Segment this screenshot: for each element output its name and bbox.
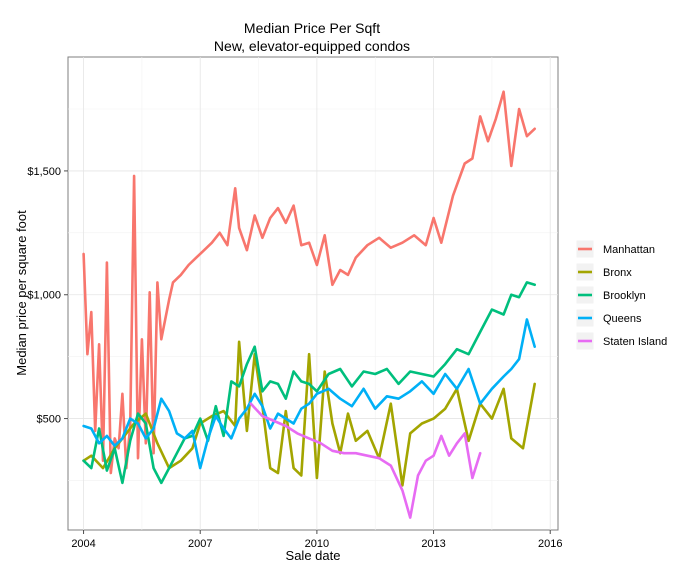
chart-subtitle: New, elevator-equipped condos xyxy=(214,38,410,54)
series-line-brooklyn xyxy=(82,281,537,485)
series-layer xyxy=(82,90,537,519)
legend-label-bronx: Bronx xyxy=(603,267,632,279)
series-line-queens xyxy=(82,318,537,470)
y-axis: $500 $1,000 $1,500 xyxy=(27,166,68,426)
y-tick-label: $500 xyxy=(37,414,61,426)
chart-title: Median Price Per Sqft xyxy=(244,20,380,36)
x-axis-label: Sale date xyxy=(286,548,341,563)
y-tick-label: $1,000 xyxy=(27,290,61,302)
x-axis: 2004 2007 2010 2013 2016 xyxy=(71,530,562,550)
x-tick-label: 2010 xyxy=(305,538,329,550)
x-tick-label: 2013 xyxy=(421,538,445,550)
series-line-bronx xyxy=(82,340,537,487)
x-tick-label: 2016 xyxy=(538,538,562,550)
grid-lines xyxy=(68,57,558,530)
y-axis-label: Median price per square foot xyxy=(14,210,29,376)
legend-label-queens: Queens xyxy=(603,313,642,325)
legend-label-staten-island: Staten Island xyxy=(603,336,667,348)
x-tick-label: 2007 xyxy=(188,538,212,550)
series-line-staten-island xyxy=(249,402,482,519)
legend-label-manhattan: Manhattan xyxy=(603,244,655,256)
legend-label-brooklyn: Brooklyn xyxy=(603,290,646,302)
x-tick-label: 2004 xyxy=(71,538,95,550)
y-tick-label: $1,500 xyxy=(27,166,61,178)
legend: Manhattan Bronx Brooklyn Queens Staten Islan… xyxy=(575,239,667,351)
